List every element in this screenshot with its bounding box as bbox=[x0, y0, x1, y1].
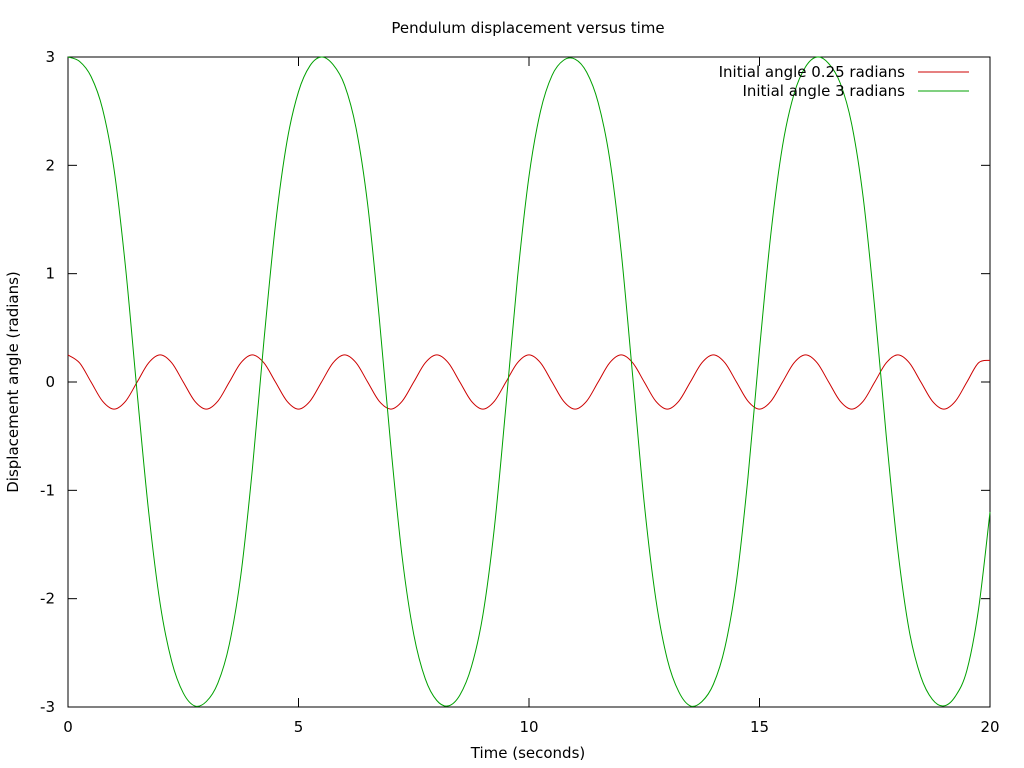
y-tick-label: 3 bbox=[45, 48, 55, 66]
legend: Initial angle 0.25 radians Initial angle… bbox=[719, 63, 969, 100]
y-tick-label: -3 bbox=[40, 698, 55, 716]
plot-frame bbox=[67, 56, 991, 708]
y-tick-label: 1 bbox=[45, 265, 55, 283]
x-tick-label: 20 bbox=[980, 718, 999, 736]
y-axis-label: Displacement angle (radians) bbox=[4, 271, 22, 493]
x-tick-label: 5 bbox=[294, 718, 304, 736]
x-tick-label: 15 bbox=[750, 718, 769, 736]
y-tick-label: 0 bbox=[45, 373, 55, 391]
series-line-1 bbox=[67, 354, 991, 410]
axis-tick-labels: 0 5 10 15 20 -3 -2 -1 0 1 2 3 bbox=[40, 48, 1000, 736]
series-line-2 bbox=[67, 56, 991, 707]
chart-title: Pendulum displacement versus time bbox=[391, 19, 664, 37]
series-layer bbox=[67, 56, 991, 707]
y-tick-label: 2 bbox=[45, 156, 55, 174]
x-tick-label: 10 bbox=[519, 718, 538, 736]
y-tick-label: -1 bbox=[40, 481, 55, 499]
y-tick-label: -2 bbox=[40, 590, 55, 608]
axis-ticks bbox=[67, 56, 991, 708]
legend-label-series-2: Initial angle 3 radians bbox=[742, 82, 905, 100]
legend-label-series-1: Initial angle 0.25 radians bbox=[719, 63, 906, 81]
x-axis-label: Time (seconds) bbox=[470, 744, 586, 762]
x-tick-label: 0 bbox=[63, 718, 73, 736]
